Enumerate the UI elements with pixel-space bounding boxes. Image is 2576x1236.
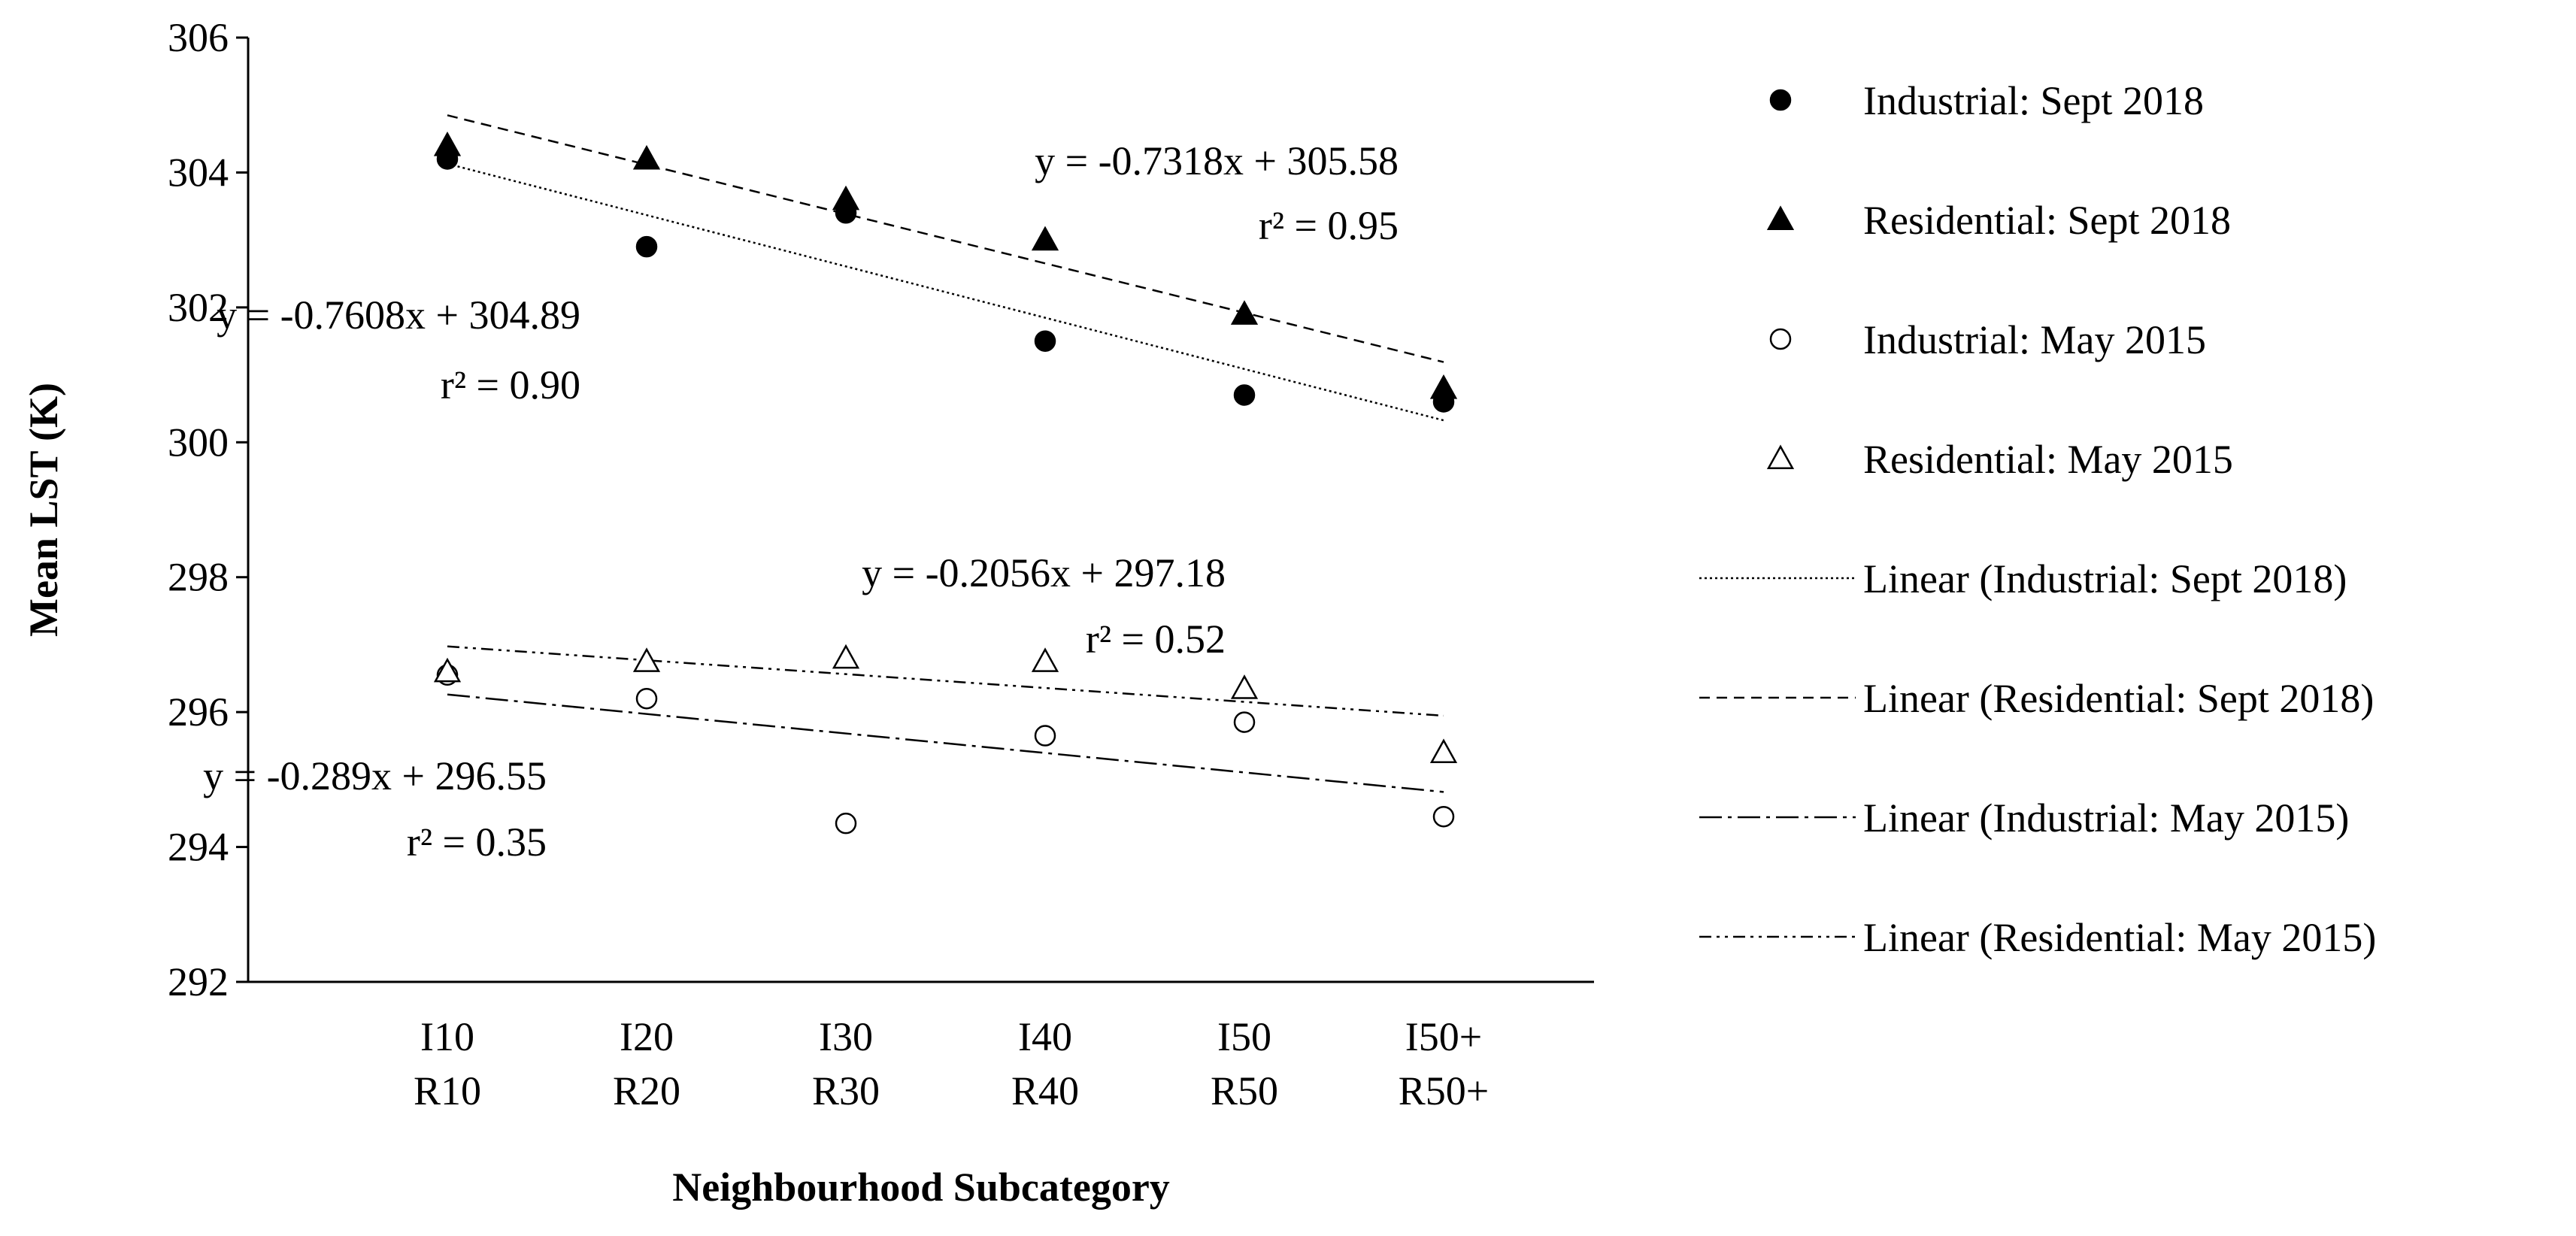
y-tick-label: 298 <box>168 555 229 600</box>
legend-label: Residential: Sept 2018 <box>1863 198 2231 243</box>
equation-ind-may: y = -0.289x + 296.55 <box>203 753 547 798</box>
legend-marker-triangle-filled <box>1766 205 1795 231</box>
data-point-triangle-filled <box>433 131 462 156</box>
data-point-circle-open <box>635 687 658 710</box>
y-tick-label: 294 <box>168 825 229 870</box>
trendline-dashed <box>447 114 1444 363</box>
equation-res-sept: y = -0.7318x + 305.58 <box>1035 138 1399 183</box>
r-squared-res-sept: r² = 0.95 <box>1259 203 1399 248</box>
x-tick-label-residential: R40 <box>1011 1068 1079 1113</box>
data-point-circle-filled <box>1233 384 1256 406</box>
y-tick-label: 302 <box>168 285 229 330</box>
data-point-triangle-open <box>433 657 462 683</box>
data-point-circle-open <box>1233 711 1256 733</box>
legend-marker-circle-open <box>1769 328 1792 350</box>
equation-res-may: y = -0.2056x + 297.18 <box>862 550 1226 595</box>
r-squared-ind-sept: r² = 0.90 <box>441 362 580 407</box>
x-tick-label-industrial: I50 <box>1217 1014 1271 1059</box>
x-axis-title: Neighbourhood Subcategory <box>672 1165 1170 1210</box>
y-tick-label: 306 <box>168 15 229 60</box>
x-tick-label-industrial: I40 <box>1018 1014 1072 1059</box>
legend-marker-circle-filled <box>1769 89 1792 111</box>
legend-marker-triangle-open <box>1766 444 1795 470</box>
data-point-triangle-open <box>632 647 661 672</box>
legend-label: Industrial: May 2015 <box>1863 317 2206 362</box>
trendline-equations: y = -0.7318x + 305.58 r² = 0.95 y = -0.760… <box>203 138 1399 865</box>
legend-label: Industrial: Sept 2018 <box>1863 78 2204 123</box>
legend: Industrial: Sept 2018 Residential: Sept 2… <box>1699 78 2376 960</box>
x-tick-label-industrial: I50+ <box>1405 1014 1482 1059</box>
data-point-circle-filled <box>635 235 658 258</box>
data-point-circle-filled <box>1034 330 1056 352</box>
r-squared-ind-may: r² = 0.35 <box>407 819 547 865</box>
data-point-triangle-filled <box>1031 226 1059 251</box>
data-point-triangle-filled <box>1429 374 1458 399</box>
trendline-dash-dot-dot <box>447 645 1444 717</box>
data-point-triangle-open <box>1031 647 1059 672</box>
x-tick-label-industrial: I10 <box>420 1014 474 1059</box>
equation-ind-sept: y = -0.7608x + 304.89 <box>217 292 580 338</box>
x-tick-label-residential: R50+ <box>1399 1068 1489 1113</box>
legend-label: Linear (Industrial: May 2015) <box>1863 795 2349 841</box>
legend-label: Residential: May 2015 <box>1863 437 2233 482</box>
data-point-triangle-filled <box>1230 300 1259 325</box>
legend-label: Linear (Residential: May 2015) <box>1863 915 2376 960</box>
data-point-triangle-filled <box>632 144 661 170</box>
x-tick-label-industrial: I30 <box>819 1014 873 1059</box>
data-point-triangle-open <box>832 644 860 669</box>
data-point-circle-open <box>835 812 857 835</box>
y-tick-label: 296 <box>168 689 229 735</box>
trendline-long-dash-dot <box>447 693 1444 793</box>
data-point-triangle-open <box>1230 674 1259 699</box>
r-squared-res-may: r² = 0.52 <box>1086 616 1226 662</box>
y-tick-label: 300 <box>168 420 229 465</box>
y-tick-label: 304 <box>168 150 229 195</box>
data-point-circle-open <box>1034 725 1056 747</box>
x-tick-label-residential: R50 <box>1211 1068 1278 1113</box>
y-ticks: 292 294 296 298 300 302 304 306 <box>168 15 248 1004</box>
legend-label: Linear (Industrial: Sept 2018) <box>1863 556 2347 601</box>
x-category-labels: I10 R10 I20 R20 I30 R30 I40 R40 I50 R50 I50+ R50+ <box>414 1014 1489 1113</box>
x-tick-label-residential: R30 <box>812 1068 880 1113</box>
data-point-triangle-filled <box>832 185 860 211</box>
axes <box>247 38 1594 983</box>
trendlines <box>447 114 1444 793</box>
y-tick-label: 292 <box>168 959 229 1004</box>
data-points <box>433 131 1458 835</box>
data-point-triangle-open <box>1429 738 1458 764</box>
x-tick-label-residential: R10 <box>414 1068 481 1113</box>
legend-label: Linear (Residential: Sept 2018) <box>1863 676 2374 721</box>
x-tick-label-residential: R20 <box>613 1068 680 1113</box>
x-tick-label-industrial: I20 <box>620 1014 674 1059</box>
y-axis-title: Mean LST (K) <box>21 383 66 637</box>
data-point-circle-open <box>1432 805 1455 828</box>
